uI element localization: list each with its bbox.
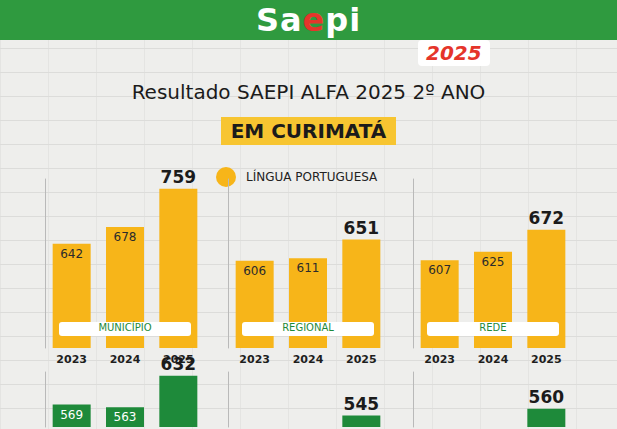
svg-text:560: 560 <box>529 387 565 407</box>
svg-text:759: 759 <box>161 167 197 187</box>
svg-text:2024: 2024 <box>293 353 324 366</box>
svg-text:642: 642 <box>60 247 83 261</box>
html-text:LÍNGUA PORTUGUESA: LÍNGUA PORTUGUESA <box>246 170 378 184</box>
html-text:REDE: REDE <box>479 322 507 333</box>
svg-text:545: 545 <box>344 394 380 414</box>
svg-text:625: 625 <box>482 255 505 269</box>
html-text:2025: 2025 <box>426 41 482 65</box>
svg-text:607: 607 <box>428 263 451 277</box>
html-text:MUNICÍPIO: MUNICÍPIO <box>98 322 152 333</box>
svg-text:651: 651 <box>344 218 380 238</box>
svg-text:2025: 2025 <box>346 353 377 366</box>
svg-text:2025: 2025 <box>531 353 562 366</box>
svg-text:563: 563 <box>114 410 137 424</box>
svg-text:678: 678 <box>114 230 137 244</box>
html-text:Resultado SAEPI ALFA 2025 2º A: Resultado SAEPI ALFA 2025 2º ANO <box>131 80 486 104</box>
svg-text:606: 606 <box>243 264 266 278</box>
html-text:REGIONAL: REGIONAL <box>282 322 334 333</box>
svg-text:2023: 2023 <box>56 353 87 366</box>
svg-text:569: 569 <box>60 408 83 422</box>
svg-text:2024: 2024 <box>478 353 509 366</box>
svg-text:632: 632 <box>161 354 197 374</box>
html-text:Sa e pi: Sa e pi <box>255 1 362 39</box>
svg-text:611: 611 <box>297 261 320 275</box>
html-text:EM CURIMATÁ: EM CURIMATÁ <box>230 119 387 143</box>
svg-text:2024: 2024 <box>110 353 141 366</box>
svg-text:2023: 2023 <box>424 353 455 366</box>
svg-text:2023: 2023 <box>239 353 270 366</box>
svg-text:672: 672 <box>529 208 565 228</box>
